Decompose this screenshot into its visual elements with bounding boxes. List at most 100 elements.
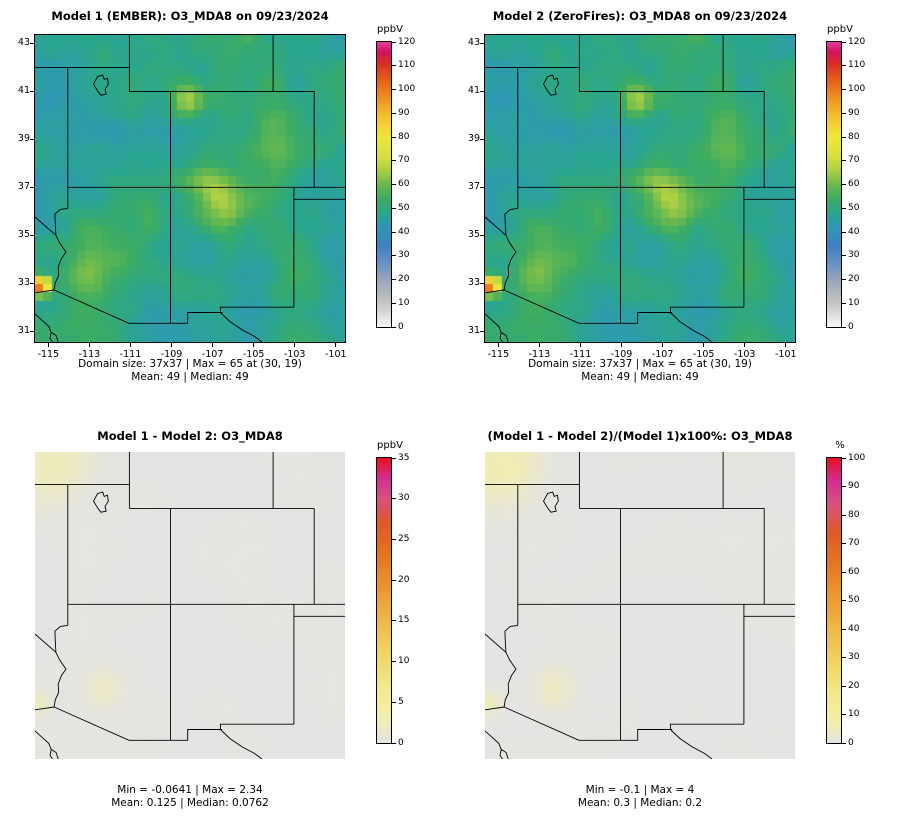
colorbar-tick-mark bbox=[842, 457, 846, 459]
panel-title: Model 2 (ZeroFires): O3_MDA8 on 09/23/20… bbox=[492, 9, 788, 23]
colorbar-tick-label: 30 bbox=[398, 250, 410, 261]
colorbar-tick-label: 50 bbox=[398, 202, 410, 213]
y-tick-label: 37 bbox=[17, 181, 30, 193]
colorbar-ticks: 0 5 10 15 20 25 30 35 bbox=[377, 453, 447, 748]
colorbar-tick-mark bbox=[392, 498, 396, 500]
colorbar-tick-mark bbox=[392, 538, 396, 540]
colorbar-tick-label: 10 bbox=[848, 709, 860, 719]
heatmap-canvas bbox=[35, 452, 345, 759]
colorbar-tick-label: 20 bbox=[398, 274, 410, 284]
y-tick-mark bbox=[480, 138, 484, 140]
stats-block: Min = -0.1 | Max = 4 Mean: 0.3 | Median:… bbox=[475, 784, 805, 810]
x-tick-mark bbox=[785, 343, 787, 347]
colorbar-tick-label: 25 bbox=[398, 533, 410, 544]
border-line bbox=[53, 624, 68, 708]
colorbar-tick-mark bbox=[842, 571, 846, 573]
colorbar-tick-label: 100 bbox=[848, 84, 866, 94]
x-tick-mark bbox=[579, 343, 581, 347]
y-tick-label: 35 bbox=[17, 229, 30, 241]
x-tick-mark bbox=[497, 343, 499, 347]
colorbar-ticks: 0 10 20 30 40 50 60 70 80 90 100 110 120 bbox=[377, 37, 447, 332]
colorbar-tick-mark bbox=[842, 514, 846, 516]
lake-outline bbox=[92, 74, 109, 96]
stats-block: Domain size: 37x37 | Max = 65 at (30, 19… bbox=[475, 358, 805, 384]
lake-outline bbox=[542, 74, 559, 96]
panel-model2: Model 2 (ZeroFires): O3_MDA8 on 09/23/20… bbox=[450, 0, 900, 420]
border-line bbox=[53, 289, 223, 324]
stats-line-1: Domain size: 37x37 | Max = 65 at (30, 19… bbox=[78, 358, 302, 370]
border-line bbox=[485, 730, 503, 759]
colorbar-tick-mark bbox=[392, 112, 396, 114]
stats-line-1: Min = -0.0641 | Max = 2.34 bbox=[117, 784, 263, 796]
y-tick-mark bbox=[480, 282, 484, 284]
border-line bbox=[220, 729, 263, 759]
lake-outline bbox=[542, 491, 559, 513]
colorbar-tick-mark bbox=[842, 302, 846, 304]
border-line bbox=[670, 312, 713, 342]
x-tick-mark bbox=[47, 343, 49, 347]
y-tick-label: 31 bbox=[17, 325, 30, 337]
colorbar-tick-mark bbox=[842, 543, 846, 544]
y-tick-label: 33 bbox=[17, 277, 30, 289]
colorbar-tick-mark bbox=[842, 742, 846, 744]
colorbar-tick-mark bbox=[842, 326, 846, 328]
state-borders-overlay bbox=[35, 452, 345, 759]
x-tick-mark bbox=[253, 343, 255, 347]
colorbar-tick-label: 30 bbox=[848, 250, 860, 261]
border-line bbox=[503, 624, 518, 708]
colorbar: ppbV 0 5 10 15 20 25 30 35 bbox=[376, 440, 447, 758]
y-tick-label: 33 bbox=[467, 277, 480, 289]
colorbar-tick-label: 0 bbox=[848, 321, 854, 332]
colorbar-tick-mark bbox=[392, 457, 396, 459]
y-tick-label: 41 bbox=[17, 85, 30, 97]
colorbar-tick-mark bbox=[392, 620, 396, 622]
colorbar-tick-mark bbox=[392, 184, 396, 185]
colorbar-tick-mark bbox=[392, 302, 396, 304]
colorbar-tick-mark bbox=[392, 255, 396, 257]
border-line bbox=[669, 306, 744, 313]
colorbar-tick-label: 35 bbox=[398, 452, 410, 463]
stats-line-2: Mean: 0.3 | Median: 0.2 bbox=[577, 797, 703, 809]
colorbar-tick-label: 5 bbox=[398, 696, 404, 707]
colorbar-tick-label: 80 bbox=[848, 131, 860, 142]
colorbar-tick-mark bbox=[392, 231, 396, 233]
colorbar: ppbV 0 10 20 30 40 50 60 70 80 90 100 110 120 bbox=[826, 24, 897, 342]
x-tick-mark bbox=[171, 343, 173, 347]
y-tick-mark bbox=[480, 330, 484, 332]
colorbar-tick-mark bbox=[842, 160, 846, 162]
panel-title: Model 1 (EMBER): O3_MDA8 on 09/23/2024 bbox=[51, 9, 329, 23]
x-tick-mark bbox=[335, 343, 337, 347]
y-tick-mark bbox=[30, 90, 34, 92]
map-area bbox=[484, 34, 796, 343]
colorbar-tick-mark bbox=[842, 65, 846, 67]
colorbar-tick-mark bbox=[842, 41, 846, 43]
colorbar-tick-label: 40 bbox=[848, 623, 860, 634]
border-line bbox=[35, 706, 55, 711]
map-area bbox=[485, 452, 795, 759]
colorbar-gradient bbox=[826, 457, 842, 744]
colorbar-tick-label: 110 bbox=[848, 60, 866, 71]
colorbar-tick-mark bbox=[842, 136, 846, 138]
y-tick-mark bbox=[30, 186, 34, 188]
colorbar-ticks: 0 10 20 30 40 50 60 70 80 90 100 110 120 bbox=[827, 37, 897, 332]
border-line bbox=[219, 723, 294, 730]
y-tick-label: 43 bbox=[467, 37, 480, 49]
colorbar-tick-mark bbox=[842, 112, 846, 114]
y-tick-mark bbox=[480, 186, 484, 188]
y-tick-mark bbox=[30, 330, 34, 332]
colorbar-tick-label: 30 bbox=[848, 652, 860, 662]
colorbar-tick-label: 0 bbox=[398, 321, 404, 332]
border-line bbox=[35, 730, 53, 759]
map-area bbox=[35, 452, 345, 759]
panel-difference: Model 1 - Model 2: O3_MDA8 ppbV 0 5 10 15 20… bbox=[0, 420, 450, 840]
colorbar-gradient bbox=[376, 41, 392, 328]
colorbar-tick-mark bbox=[842, 486, 846, 487]
colorbar-tick-label: 30 bbox=[398, 493, 410, 504]
colorbar-tick-label: 0 bbox=[848, 737, 854, 748]
colorbar-ticks: 0 10 20 30 40 50 60 70 80 90 100 bbox=[827, 453, 897, 748]
colorbar-tick-label: 10 bbox=[848, 297, 860, 308]
colorbar-tick-mark bbox=[392, 136, 396, 138]
border-line bbox=[503, 289, 673, 324]
border-line bbox=[35, 313, 53, 342]
